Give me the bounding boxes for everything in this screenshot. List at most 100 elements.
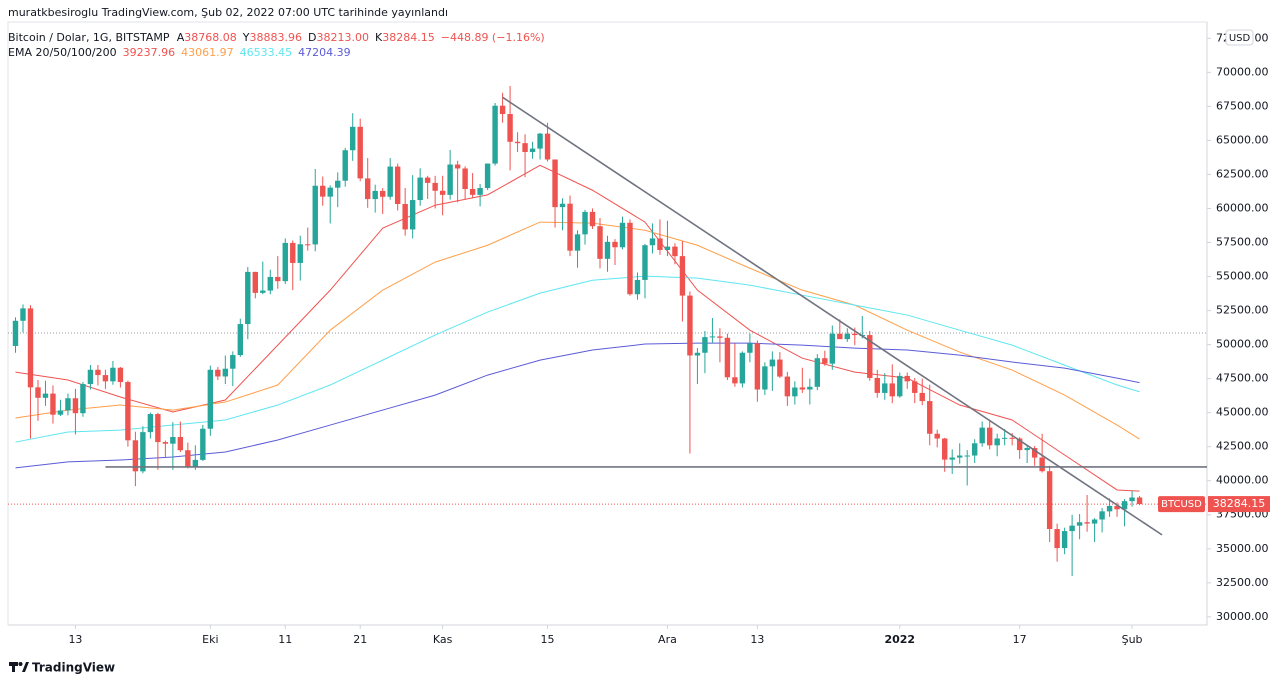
candle-body bbox=[1091, 519, 1098, 524]
candle-body bbox=[567, 203, 573, 251]
candle-body bbox=[1001, 437, 1008, 439]
candle-body bbox=[252, 271, 258, 293]
candle-body bbox=[994, 438, 1000, 446]
candle-body bbox=[275, 276, 281, 282]
candle-body bbox=[432, 182, 438, 191]
ohlc-value: 38213.00 bbox=[317, 31, 370, 44]
candle-body bbox=[799, 387, 806, 390]
candle-body bbox=[672, 246, 678, 257]
candle-body bbox=[1046, 471, 1053, 530]
candle-body bbox=[245, 271, 251, 325]
candle-body bbox=[342, 150, 348, 181]
logo-part bbox=[18, 662, 23, 666]
change-value: −448.89 (−1.16%) bbox=[441, 31, 545, 44]
candle-body bbox=[162, 442, 169, 444]
y-tick-label: 65000.00 bbox=[1216, 133, 1269, 146]
candle-body bbox=[424, 177, 431, 183]
candle-body bbox=[837, 333, 843, 340]
candle-body bbox=[87, 369, 94, 385]
candle-body bbox=[117, 367, 124, 383]
candle-body bbox=[986, 427, 993, 446]
candle-body bbox=[927, 401, 933, 434]
candle-body bbox=[874, 377, 880, 393]
candle-body bbox=[619, 222, 626, 248]
candle-body bbox=[529, 148, 536, 152]
ohlc-label: D bbox=[308, 31, 316, 44]
candle-body bbox=[679, 256, 686, 296]
candle-body bbox=[65, 398, 71, 411]
candle-body bbox=[709, 336, 716, 338]
x-tick-label: Eki bbox=[202, 633, 218, 646]
x-tick-label: 2022 bbox=[884, 633, 915, 646]
candle-body bbox=[192, 459, 199, 467]
candle-body bbox=[35, 387, 41, 398]
candle-body bbox=[1136, 497, 1143, 505]
indicator-value: 47204.39 bbox=[298, 46, 351, 59]
y-tick-label: 42500.00 bbox=[1216, 440, 1269, 453]
candle-body bbox=[544, 133, 551, 160]
y-tick-label: 30000.00 bbox=[1216, 610, 1269, 623]
candle-body bbox=[792, 387, 798, 397]
candle-body bbox=[589, 211, 596, 227]
candle-body bbox=[402, 203, 408, 230]
ohlc-value: 38883.96 bbox=[250, 31, 303, 44]
candle-body bbox=[417, 177, 423, 201]
candle-body bbox=[335, 180, 341, 188]
x-tick-label: 21 bbox=[353, 633, 367, 646]
x-tick-label: Ara bbox=[658, 633, 677, 646]
candle-body bbox=[1099, 511, 1105, 520]
candle-body bbox=[80, 384, 86, 414]
candle-body bbox=[889, 383, 895, 397]
candle-body bbox=[784, 376, 791, 397]
candle-body bbox=[12, 320, 19, 346]
candle-body bbox=[634, 279, 641, 295]
candle-body bbox=[215, 369, 221, 377]
candle-body bbox=[649, 238, 656, 246]
candle-body bbox=[769, 359, 776, 367]
candle-body bbox=[147, 414, 154, 433]
indicator-name: EMA 20/50/100/200 bbox=[8, 46, 117, 59]
candle-body bbox=[717, 336, 723, 338]
currency-badge bbox=[1225, 29, 1254, 46]
candle-body bbox=[514, 141, 521, 144]
candle-body bbox=[777, 359, 783, 377]
candle-body bbox=[200, 428, 206, 460]
candle-body bbox=[50, 393, 56, 415]
symbol-badge bbox=[1158, 496, 1205, 513]
indicator-value: 43061.97 bbox=[181, 46, 234, 59]
candle-body bbox=[1114, 505, 1120, 510]
candle-body bbox=[724, 337, 731, 378]
symbol-label: BTCUSD bbox=[1161, 499, 1202, 510]
price-badge bbox=[1208, 496, 1270, 513]
candle-body bbox=[694, 352, 701, 356]
candle-body bbox=[664, 246, 671, 250]
logo-part bbox=[12, 662, 15, 672]
candle-body bbox=[387, 166, 393, 197]
candle-body bbox=[320, 185, 326, 197]
indicator-line: EMA 20/50/100/200 39237.96 43061.97 46533.4… bbox=[8, 46, 351, 59]
candle-body bbox=[1076, 522, 1083, 526]
candle-body bbox=[979, 427, 985, 444]
candle-body bbox=[1039, 457, 1045, 472]
candle-body bbox=[185, 450, 191, 467]
candle-body bbox=[1054, 529, 1060, 549]
trendline bbox=[502, 96, 1163, 536]
candle-body bbox=[95, 369, 101, 376]
y-tick-label: 60000.00 bbox=[1216, 201, 1269, 214]
logo-part bbox=[22, 662, 29, 672]
candle-body bbox=[155, 414, 161, 443]
candle-body bbox=[522, 143, 528, 152]
candle-body bbox=[1121, 501, 1128, 510]
candle-body bbox=[762, 366, 768, 390]
candle-body bbox=[604, 241, 611, 259]
x-tick-label: Kas bbox=[433, 633, 453, 646]
legend-symbol-line: Bitcoin / Dolar, 1G, BITSTAMP A38768.08 Y3… bbox=[8, 31, 545, 44]
candle-body bbox=[942, 438, 948, 460]
candle-body bbox=[409, 200, 416, 230]
candle-body bbox=[1031, 448, 1038, 458]
candle-body bbox=[897, 375, 903, 397]
ohlc-label: A bbox=[177, 31, 185, 44]
candle-body bbox=[852, 333, 858, 336]
